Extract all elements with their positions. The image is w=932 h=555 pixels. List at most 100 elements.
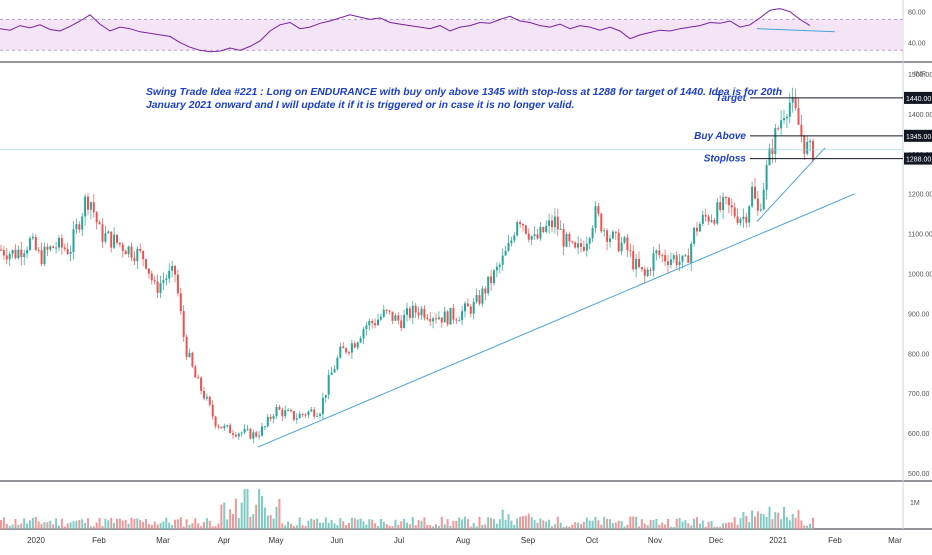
candle-body [362,329,365,339]
candle-body [730,205,733,208]
volume-bar [684,520,687,529]
time-tick-label: Apr [218,536,231,545]
time-tick-label: Feb [828,536,842,545]
candle-body [197,377,200,379]
candle-body [37,249,40,251]
candle-body [0,249,2,251]
volume-axis-label: 1M [910,500,920,507]
volume-bar [469,526,472,529]
candle-body [78,224,81,230]
candle-body [191,352,194,367]
volume-bar [81,519,84,529]
candle-body [63,247,66,250]
volume-bar [533,520,536,529]
volume-bar [722,523,725,529]
candle-body [20,249,23,258]
candle-body [365,325,368,330]
volume-bar [594,517,597,529]
candle-body [145,259,147,269]
volume-bar [707,521,710,529]
candle-body [698,223,701,232]
candle-body [295,418,298,420]
candle-body [524,225,527,234]
candle-body [179,293,182,312]
volume-bar [188,525,191,529]
volume-bar [371,519,374,529]
volume-bar [232,514,234,529]
candle-body [313,409,316,417]
volume-bar [519,516,522,529]
volume-bar [484,524,487,529]
candle-body [733,207,736,217]
candle-body [359,338,362,343]
volume-bar [472,522,475,529]
volume-bar [771,519,774,529]
volume-bar [693,518,696,529]
volume-bar [139,520,142,529]
volume-bar [365,524,368,529]
volume-bar [716,526,719,529]
candle-body [185,336,188,357]
volume-bar [800,520,803,529]
candle-body [147,268,150,274]
volume-bar [52,524,55,529]
candle-body [249,428,252,439]
candle-body [223,425,226,429]
volume-bar [553,524,556,529]
candle-body [771,148,774,155]
candle-body [754,186,756,199]
candle-body [466,303,469,307]
volume-bar [611,523,614,529]
candle-body [319,414,321,416]
candle-body [34,236,37,250]
time-tick-label: Dec [709,536,723,545]
volume-bar [423,517,426,529]
volume-bar [606,518,609,529]
candle-body [174,265,176,275]
volume-bar [385,524,388,529]
candle-body [687,255,690,263]
candle-body [443,311,446,323]
candle-body [548,220,551,226]
volume-bar [591,520,594,529]
price-tick-label: 900.00 [908,311,930,318]
candle-body [507,243,510,251]
volume-bar [649,519,652,529]
candle-body [774,128,777,155]
volume-bar [739,518,742,529]
candle-body [272,416,275,419]
volume-bar [342,521,345,529]
candle-body [408,308,411,318]
volume-bar [797,509,800,529]
candle-body [475,295,478,302]
candle-body [171,265,174,271]
candle-body [246,428,249,430]
candle-body [240,432,243,434]
volume-bar [623,526,626,529]
candle-body [780,120,783,129]
volume-bar [493,519,495,529]
candle-body [620,242,623,252]
volume-bar [229,509,232,529]
candle-body [406,308,408,315]
volume-bar [597,520,600,529]
candle-body [696,227,698,232]
volume-bar [803,525,806,529]
volume-bar [733,517,736,529]
candle-body [725,196,727,198]
candle-body [562,228,565,247]
candle-body [255,432,258,437]
candle-body [417,312,420,316]
candle-body [693,227,696,244]
candle-body [435,318,437,320]
candle-body [516,222,519,236]
volume-bar [197,523,200,529]
candle-body [542,227,545,232]
candle-body [52,246,55,248]
volume-bar [353,518,356,529]
rsi-line [0,8,811,53]
volume-bar [435,524,437,529]
candle-body [165,278,168,281]
volume-bar [313,519,316,529]
